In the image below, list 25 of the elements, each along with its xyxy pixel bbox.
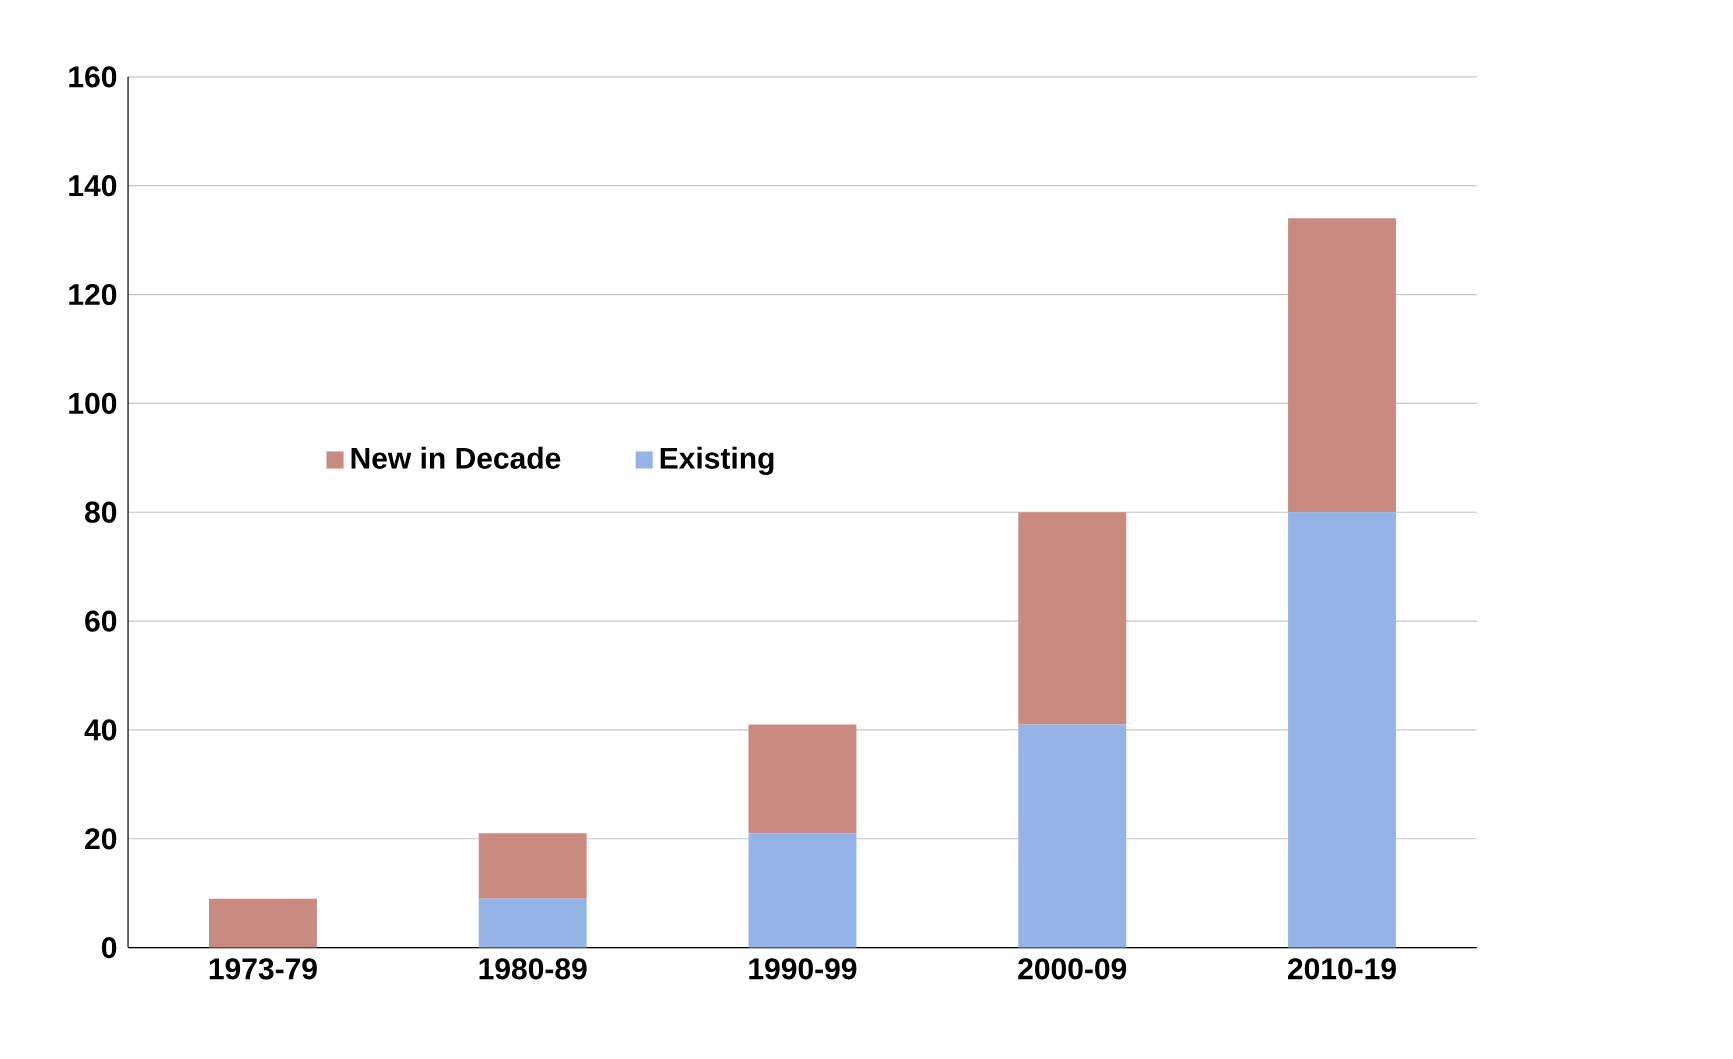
y-tick-label: 160 [69,66,117,88]
bar [208,898,317,948]
legend-label: New in Decade [351,447,561,470]
bar [478,898,587,948]
bar [748,724,857,834]
y-tick-label: 0 [101,937,117,959]
x-tick-label: 1973-79 [209,958,317,980]
y-tick-label: 120 [69,284,117,306]
x-tick-label: 1980-89 [479,958,587,980]
bar [1288,512,1396,948]
y-tick-label: 20 [85,828,117,850]
x-tick-label: 2010-19 [1287,958,1396,980]
x-tick-label: 1990-99 [749,958,857,980]
bar [1288,218,1396,513]
bar [748,833,857,948]
bar [478,833,587,899]
bar [1018,512,1127,725]
y-tick-label: 80 [85,501,117,524]
bar [1018,724,1127,948]
y-tick-label: 60 [85,610,117,632]
y-tick-label: 100 [69,392,117,415]
legend-label: Existing [660,447,774,476]
x-tick-label: 2000-09 [1018,958,1127,980]
y-tick-label: 40 [84,719,117,741]
y-tick-label: 140 [69,175,117,197]
